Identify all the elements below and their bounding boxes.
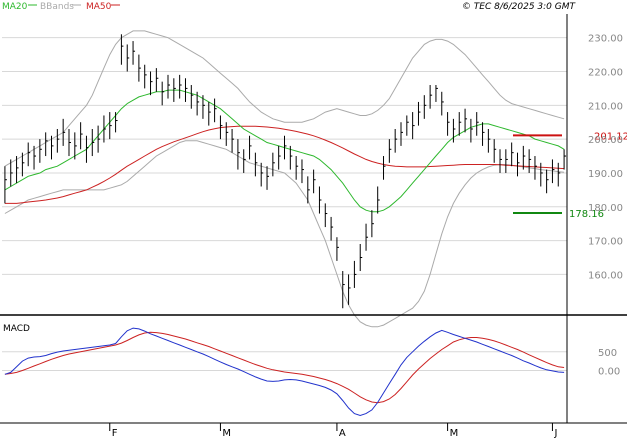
resistance-label: 201.12 (594, 131, 627, 142)
price-tick-label: 180.00 (588, 203, 623, 214)
support-label: 178.16 (569, 209, 604, 220)
macd-tick-label: 0.00 (598, 367, 620, 378)
price-tick-label: 170.00 (588, 237, 623, 248)
grid-layer (2, 37, 567, 371)
time-tick-label: M (222, 428, 231, 439)
copyright-label: © TEC 8/6/2025 3:0 GMT (462, 2, 577, 12)
macd-tick-label: 500 (598, 348, 617, 359)
bollinger-bands (4, 30, 565, 328)
time-tick-label: F (112, 428, 118, 439)
axis-labels: 230.00 220.00 210.00 200.00 190.00 180.00 170.… (109, 34, 623, 439)
time-tick-label: A (339, 428, 346, 439)
legend-ma20: MA20 (2, 2, 28, 12)
macd-panel (4, 327, 565, 417)
price-tick-label: 220.00 (588, 67, 623, 78)
macd-title: MACD (3, 324, 30, 334)
bb-upper-line (4, 30, 565, 167)
macd-line (4, 327, 565, 417)
bb-lower-line (4, 140, 565, 328)
price-tick-label: 200.00 (588, 135, 623, 146)
price-bars (4, 34, 567, 309)
ma50-line (4, 125, 565, 204)
price-levels: 201.12 178.16 (513, 131, 627, 220)
legend-bbands: BBands (40, 2, 74, 12)
time-tick-label: M (450, 428, 459, 439)
price-tick-label: 210.00 (588, 101, 623, 112)
chart-frame (0, 14, 627, 424)
price-tick-label: 190.00 (588, 169, 623, 180)
legend: MA20 BBands MA50 (2, 2, 120, 12)
price-tick-label: 160.00 (588, 270, 623, 281)
macd-signal-line (4, 331, 565, 404)
price-tick-label: 230.00 (588, 34, 623, 45)
legend-ma50: MA50 (86, 2, 112, 12)
time-tick-label: J (553, 428, 557, 439)
